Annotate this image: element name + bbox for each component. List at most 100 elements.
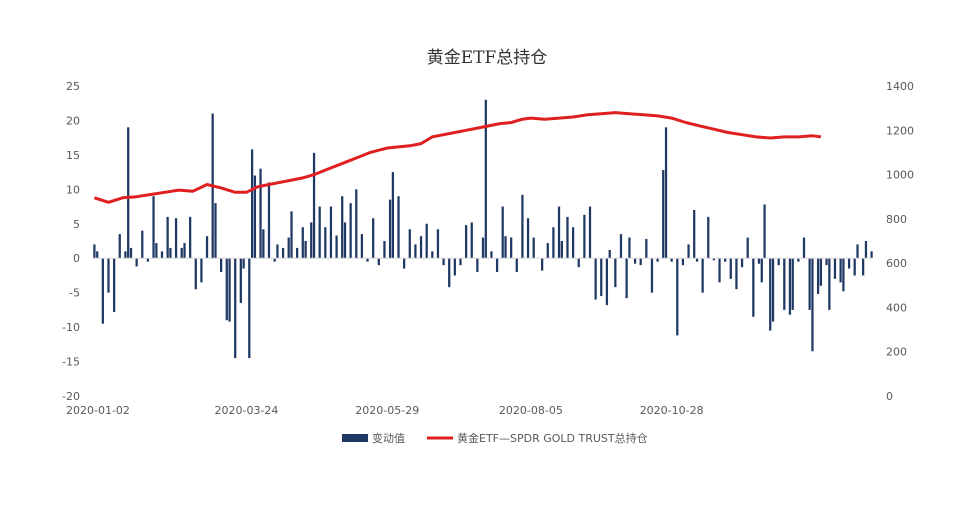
bar — [566, 216, 569, 259]
bar — [656, 258, 659, 262]
right-tick-label: 1400 — [886, 80, 914, 93]
bar — [436, 229, 440, 259]
bar — [194, 258, 197, 290]
bar — [312, 152, 316, 259]
bar — [712, 258, 716, 261]
bar — [605, 258, 609, 306]
bar — [718, 258, 721, 283]
bar — [169, 247, 172, 259]
left-tick-label: 20 — [66, 114, 80, 127]
bar — [777, 258, 780, 266]
bar — [481, 237, 485, 259]
right-tick-label: 400 — [886, 301, 907, 314]
bar — [239, 258, 242, 303]
bar — [864, 241, 868, 259]
x-tick-label: 2020-10-28 — [640, 404, 704, 417]
bar — [842, 258, 845, 292]
right-tick-label: 1200 — [886, 124, 914, 137]
bar — [442, 258, 445, 266]
left-tick-label: 5 — [73, 218, 80, 231]
bar — [811, 258, 814, 352]
bar — [383, 241, 386, 259]
chart-title: 黄金ETF总持仓 — [427, 48, 548, 68]
bar — [287, 237, 290, 259]
bar — [127, 127, 130, 259]
bar — [557, 206, 561, 259]
left-tick-label: 10 — [66, 183, 80, 196]
bar — [819, 258, 823, 286]
bar — [504, 236, 507, 259]
bar — [619, 234, 623, 259]
bar — [448, 258, 451, 288]
bar — [862, 258, 865, 276]
bar — [341, 196, 344, 259]
bar — [495, 258, 499, 272]
bar — [541, 258, 544, 271]
bar — [453, 258, 456, 276]
bar — [124, 251, 127, 259]
bar — [377, 258, 380, 266]
right-tick-label: 1000 — [886, 169, 914, 182]
bar — [757, 258, 761, 264]
bar — [174, 218, 178, 259]
bar — [870, 251, 873, 259]
bar — [856, 244, 859, 259]
bar — [788, 258, 792, 315]
bar — [802, 237, 806, 259]
bar — [253, 175, 257, 259]
bar — [532, 237, 535, 259]
bar — [329, 206, 333, 259]
bar — [129, 247, 133, 259]
bar — [816, 258, 820, 295]
bar — [600, 258, 603, 297]
line-series-holdings — [93, 111, 822, 204]
bar — [808, 258, 811, 310]
bar — [219, 258, 223, 272]
bar — [343, 222, 347, 259]
bar — [273, 258, 276, 262]
bar — [349, 203, 352, 259]
bar — [740, 258, 744, 268]
bar — [746, 237, 749, 259]
bar — [526, 218, 530, 259]
bar — [588, 206, 592, 259]
left-tick-label: -20 — [62, 390, 80, 403]
right-tick-label: 0 — [886, 390, 893, 403]
bar — [135, 258, 138, 267]
bar — [752, 258, 755, 317]
bar — [290, 211, 293, 259]
bar — [791, 258, 794, 310]
bar — [695, 258, 699, 262]
bar — [510, 237, 513, 259]
bar — [693, 210, 696, 259]
bar — [552, 227, 555, 259]
bar — [625, 258, 628, 299]
bar — [521, 194, 524, 259]
x-tick-label: 2020-05-29 — [355, 404, 419, 417]
bar — [707, 216, 710, 259]
bar — [501, 206, 504, 259]
bar — [296, 247, 299, 259]
left-tick-label: -10 — [62, 321, 80, 334]
bar — [459, 258, 462, 266]
bar — [391, 172, 395, 259]
bar — [833, 258, 837, 279]
bar — [304, 241, 307, 259]
bar — [234, 258, 237, 359]
x-tick-label: 2020-01-02 — [66, 404, 130, 417]
bar — [828, 258, 831, 310]
bar — [112, 258, 116, 312]
bar — [335, 235, 338, 259]
legend-line-label: 黄金ETF—SPDR GOLD TRUST总持仓 — [457, 431, 648, 445]
bar — [248, 258, 251, 359]
bar — [594, 258, 597, 300]
left-tick-label: 0 — [73, 252, 80, 265]
bar — [639, 258, 642, 266]
left-tick-label: 25 — [66, 80, 80, 93]
right-axis-ticks: 1400 1200 1000 800 600 400 200 0 — [886, 80, 914, 403]
bar — [662, 170, 665, 259]
bar — [847, 258, 851, 269]
bar — [205, 236, 209, 259]
bar — [403, 258, 406, 269]
